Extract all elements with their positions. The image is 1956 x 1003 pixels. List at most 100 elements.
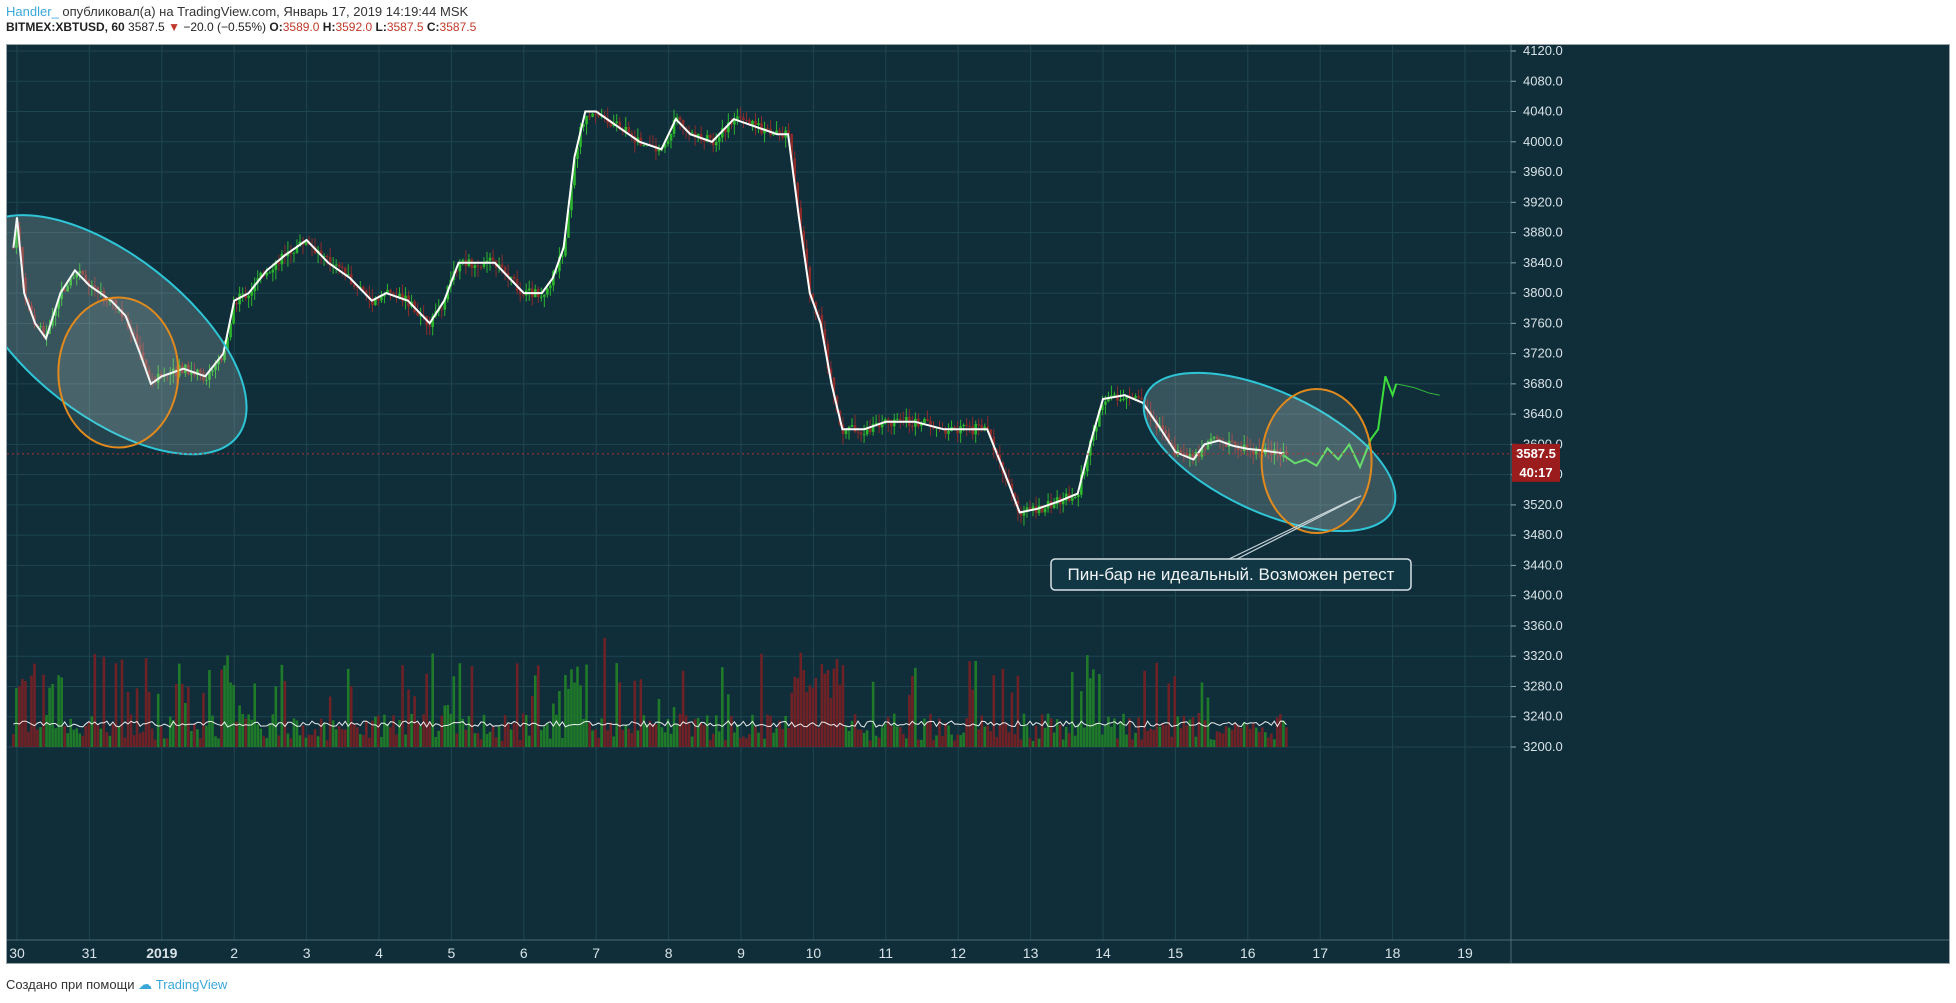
time-tick-label: 30 [9, 945, 25, 961]
time-tick-label: 2019 [146, 945, 177, 961]
candle-body [208, 371, 211, 380]
volume-bar [340, 729, 344, 747]
candle-body [226, 337, 229, 351]
volume-bar [663, 732, 667, 747]
volume-bars [12, 637, 1288, 747]
volume-bar [232, 684, 235, 747]
candle-body [15, 226, 18, 248]
candle-body [168, 374, 172, 376]
candle-body [1170, 443, 1174, 445]
candle-body [105, 300, 109, 302]
volume-bar [362, 735, 365, 747]
candle-body [980, 424, 984, 429]
volume-bar [1104, 725, 1107, 747]
author-link[interactable]: Handler_ [6, 4, 59, 19]
volume-bar [440, 715, 444, 747]
volume-bar [805, 691, 809, 747]
volume-bar [630, 733, 634, 747]
volume-bar [923, 718, 926, 747]
volume-bar [654, 724, 658, 747]
candle-body [250, 291, 253, 296]
candle-body [24, 277, 27, 300]
volume-bar [1209, 739, 1213, 747]
volume-bar [497, 726, 501, 747]
volume-bar [1107, 716, 1110, 747]
time-tick-label: 5 [448, 945, 456, 961]
volume-bar [244, 718, 247, 747]
volume-bar [914, 667, 917, 747]
volume-bar [889, 726, 893, 747]
volume-bar [102, 656, 106, 747]
volume-bar [386, 723, 389, 747]
volume-bar [135, 688, 139, 747]
volume-bar [503, 715, 507, 747]
volume-bar [1119, 721, 1122, 747]
candle-body [1052, 504, 1056, 508]
candle-body [374, 298, 377, 305]
volume-bar [781, 729, 784, 747]
candle-body [1179, 450, 1183, 453]
volume-bar [636, 730, 640, 747]
volume-bar [829, 698, 833, 747]
low-value: 3587.5 [386, 20, 424, 34]
volume-bar [769, 715, 772, 747]
volume-bar [953, 740, 956, 747]
price-tick-label: 3440.0 [1523, 557, 1563, 572]
volume-bar [93, 653, 97, 747]
candle-body [325, 255, 329, 258]
volume-bar [256, 724, 260, 747]
high-label: H: [322, 20, 336, 34]
tradingview-cloud-icon: ☁ [138, 976, 153, 992]
volume-bar [1245, 725, 1249, 747]
symbol-name[interactable]: BITMEX:XBTUSD, 60 [6, 20, 125, 34]
candle-body [790, 133, 793, 159]
price-chart[interactable]: 4120.0 4080.0 4040.0 4000.0 3960.0 3920.0 3880… [7, 45, 1950, 964]
time-tick-label: 11 [879, 945, 894, 961]
candle-body [832, 377, 836, 397]
candle-body [259, 272, 263, 279]
time-tick-label: 12 [950, 945, 966, 961]
volume-bar [926, 722, 929, 747]
volume-bar [1089, 678, 1092, 747]
volume-bar [859, 729, 863, 747]
time-tick-label: 18 [1385, 945, 1401, 961]
volume-bar [841, 665, 845, 747]
volume-bar [12, 734, 15, 747]
chart-pane[interactable]: 4120.0 4080.0 4040.0 4000.0 3960.0 3920.0 3880… [6, 44, 1950, 964]
candle-body [431, 316, 434, 327]
volume-bar [99, 728, 103, 747]
candle-body [757, 123, 760, 126]
candle-body [458, 261, 462, 272]
volume-bar [241, 713, 244, 747]
volume-bar [461, 718, 465, 747]
candle-body [1040, 505, 1044, 513]
candle-body [1110, 395, 1113, 397]
volume-bar [892, 713, 896, 747]
volume-bar [527, 735, 531, 747]
candle-body [811, 293, 815, 303]
candle-body [923, 419, 926, 424]
volume-bar [1182, 715, 1186, 747]
candle-body [1203, 448, 1207, 450]
volume-bar [467, 715, 471, 747]
candle-body [205, 379, 208, 381]
candle-body [929, 420, 932, 426]
candle-body [588, 115, 591, 117]
candle-body [944, 428, 947, 434]
volume-bar [401, 665, 404, 747]
candle-body [926, 419, 929, 421]
volume-bar [33, 663, 36, 747]
callout-text: Пин-бар не идеальный. Возможен ретест [1068, 565, 1395, 584]
volume-bar [404, 734, 407, 747]
candle-body [1070, 497, 1074, 501]
volume-bar [1122, 713, 1125, 747]
candle-body [1013, 493, 1017, 501]
time-tick-label: 16 [1240, 945, 1256, 961]
volume-bar [736, 724, 739, 747]
volume-bar [651, 723, 655, 747]
volume-bar [1230, 729, 1234, 747]
candle-body [796, 182, 800, 208]
candle-body [42, 326, 45, 336]
volume-bar [30, 675, 33, 747]
tradingview-link[interactable]: TradingView [155, 977, 228, 992]
